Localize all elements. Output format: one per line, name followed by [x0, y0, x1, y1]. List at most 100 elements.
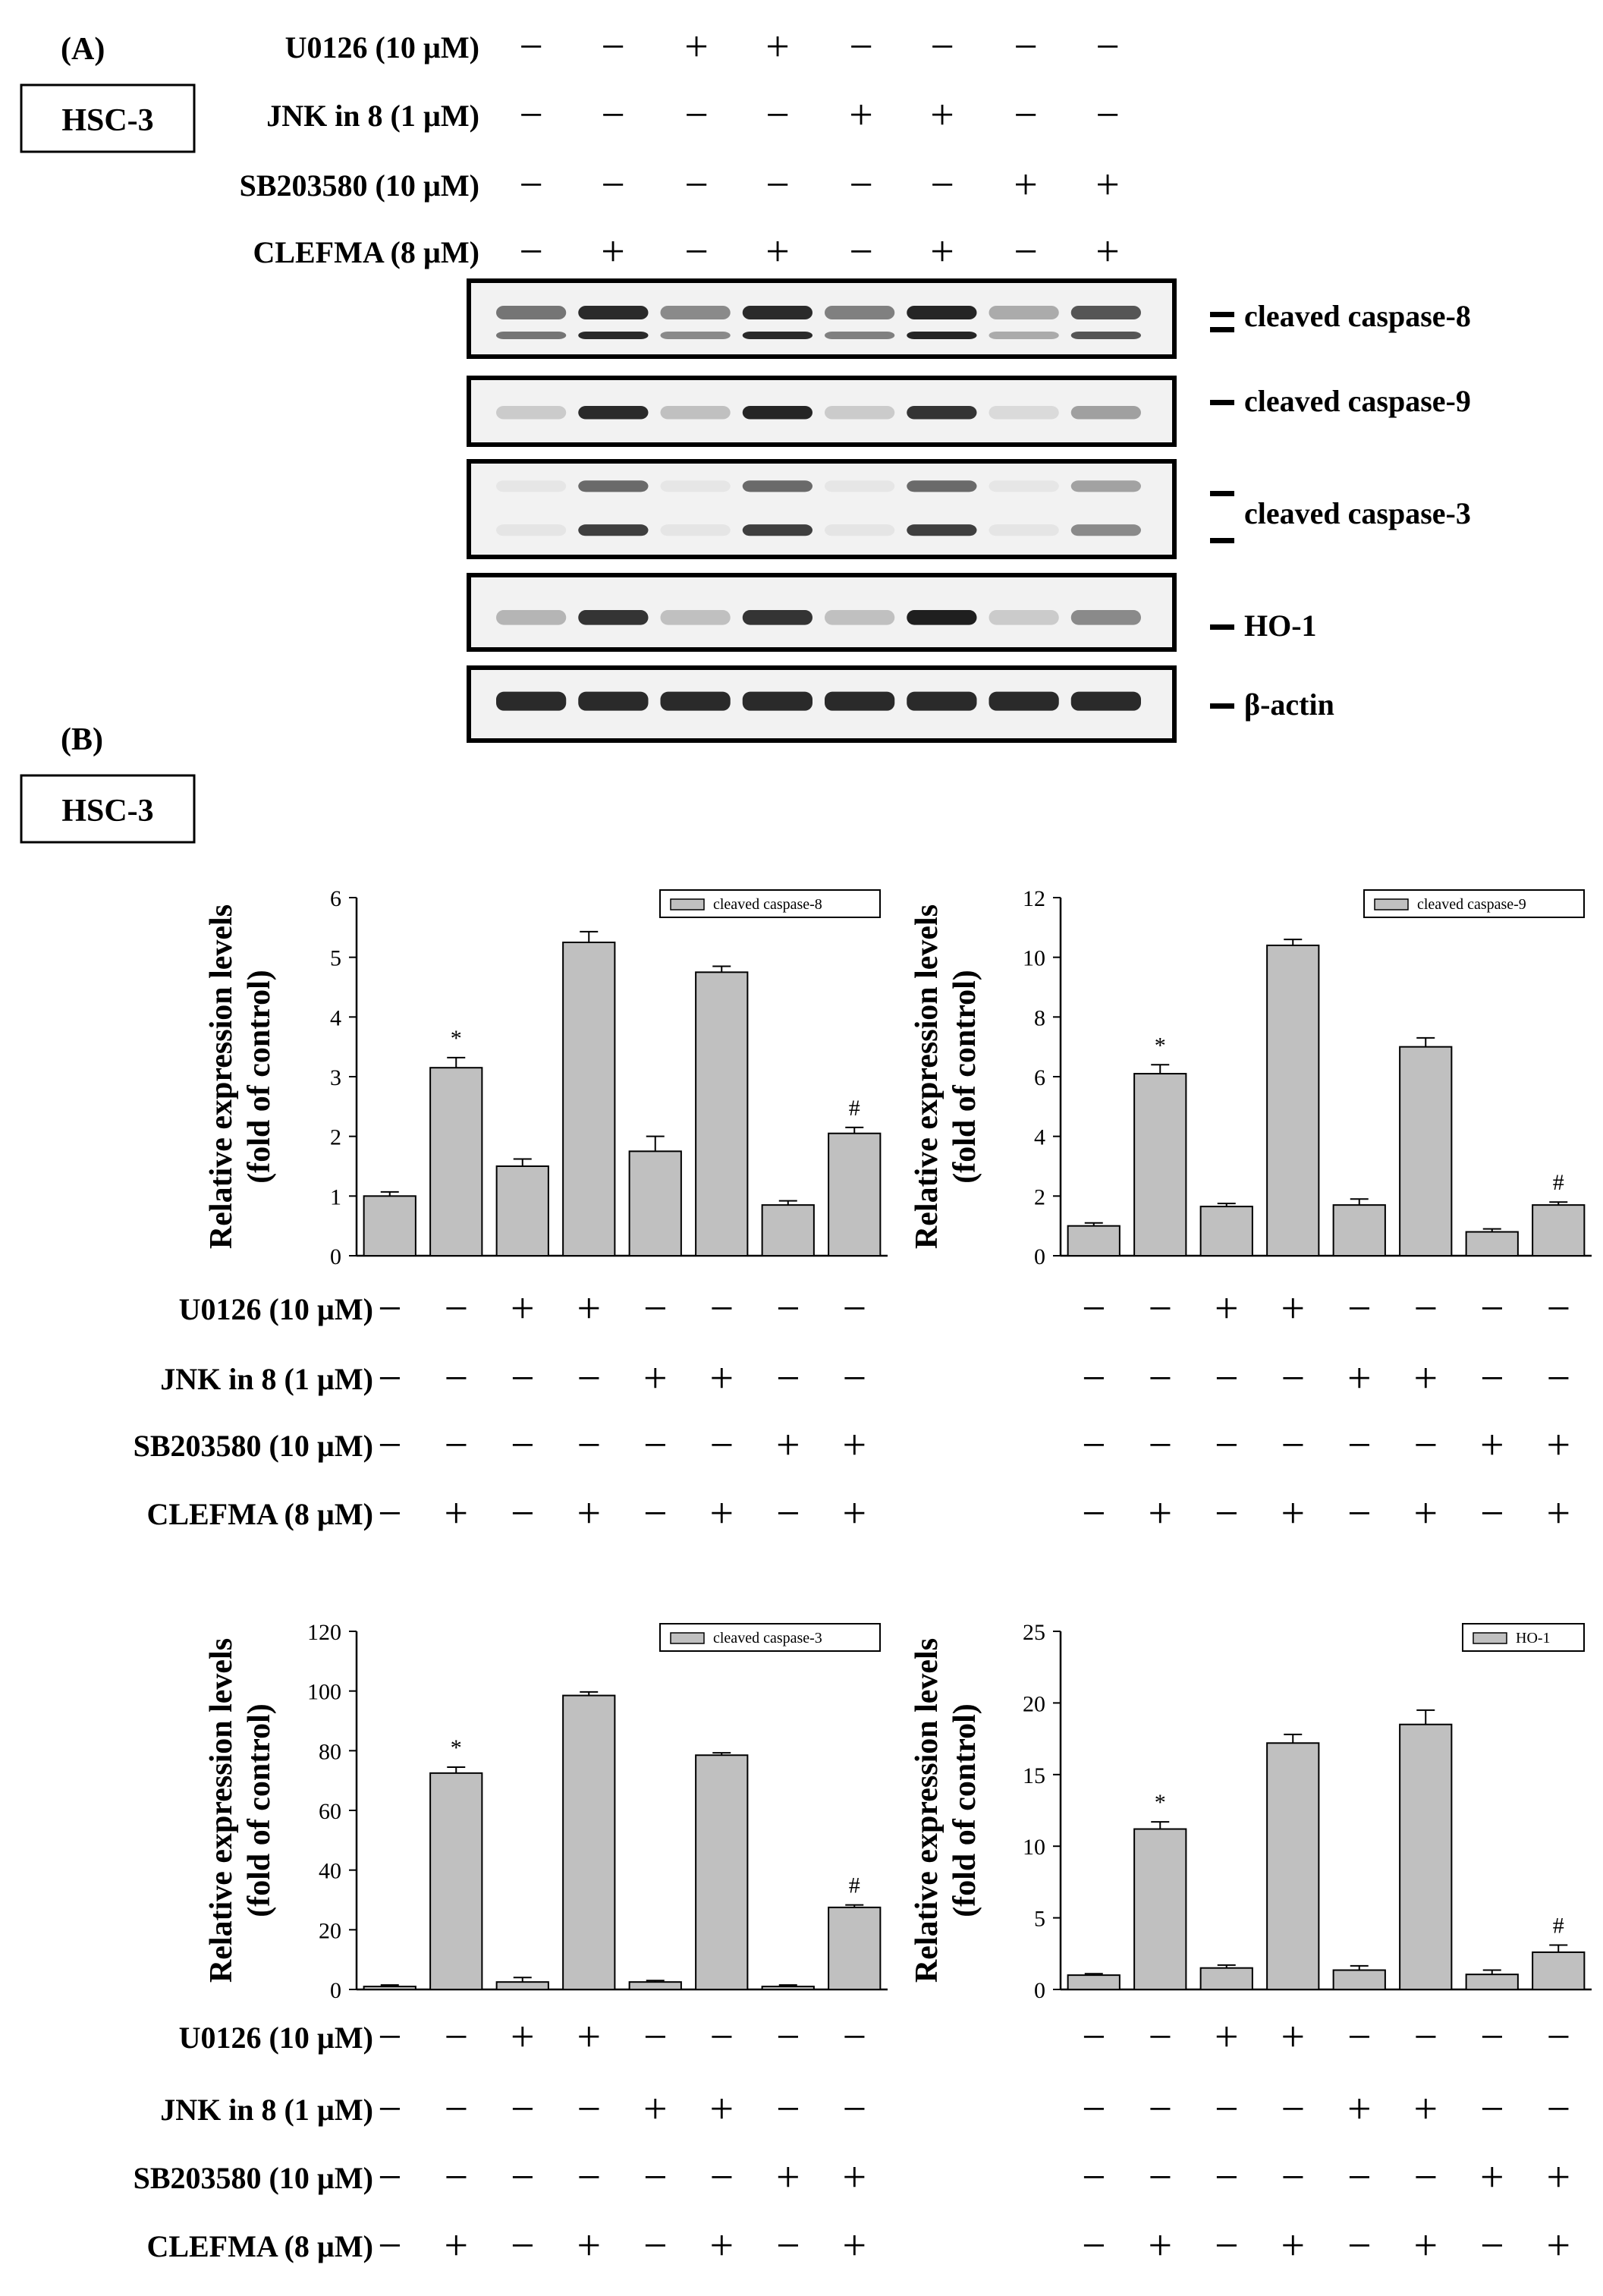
treatment-sign-b: − [643, 1422, 668, 1469]
y-tick-label: 6 [1034, 1065, 1045, 1090]
treatment-sign-b: − [1148, 2014, 1172, 2061]
band-marker [1210, 624, 1234, 630]
blot-band [496, 306, 567, 319]
treatment-sign-b: + [1148, 1490, 1172, 1537]
y-tick-label: 60 [319, 1799, 341, 1824]
bar [495, 1165, 549, 1257]
treatment-sign-b: − [511, 1490, 535, 1537]
treatment-sign-b: − [511, 2086, 535, 2133]
treatment-sign-b: − [643, 1490, 668, 1537]
treatment-sign-b: + [709, 2222, 734, 2269]
treatment-label-a: U0126 (10 µM) [285, 30, 479, 64]
blot-band [825, 691, 895, 711]
blot-band [825, 524, 895, 536]
blot-band [989, 306, 1059, 319]
bar [1067, 1225, 1121, 1257]
treatment-sign-b: − [1082, 2086, 1106, 2133]
blot-band [989, 524, 1059, 536]
treatment-sign-b: − [643, 2154, 668, 2201]
y-tick-label: 4 [1034, 1125, 1045, 1150]
bar [1133, 1828, 1187, 1990]
treatment-sign-b: − [1347, 1285, 1372, 1332]
bar [1266, 944, 1320, 1257]
treatment-sign-b: − [1546, 2086, 1570, 2133]
treatment-sign-b: − [643, 2014, 668, 2061]
blot-band [1070, 405, 1141, 420]
treatment-sign-b: + [709, 1490, 734, 1537]
treatment-sign-b: − [378, 2014, 402, 2061]
treatment-sign-a: − [765, 162, 790, 209]
cell-line-label-b: HSC-3 [61, 794, 153, 829]
blot-band [578, 480, 649, 492]
treatment-sign-b: + [577, 1285, 601, 1332]
treatment-sign-b: − [1480, 2086, 1504, 2133]
treatment-sign-a: − [684, 92, 709, 139]
y-tick-label: 120 [307, 1620, 341, 1645]
bar [363, 1986, 416, 1990]
treatment-sign-b: + [1281, 1285, 1305, 1332]
treatment-sign-b: − [643, 2222, 668, 2269]
treatment-sign-a: + [601, 228, 625, 275]
treatment-sign-b: − [1215, 2222, 1239, 2269]
blot-band [742, 524, 813, 536]
bar [1532, 1204, 1586, 1257]
treatment-sign-b: − [1347, 2014, 1372, 2061]
treatment-sign-b: − [1215, 1422, 1239, 1469]
treatment-sign-b: − [444, 1422, 468, 1469]
panel-a-group: U0126 (10 µM) − − + + − − − − JNK in 8 (1 µM) − − − −… [240, 24, 1471, 743]
blot-label: cleaved caspase-9 [1244, 384, 1471, 418]
treatment-sign-a: − [1095, 92, 1120, 139]
treatment-label-a: SB203580 (10 µM) [240, 168, 479, 203]
treatment-sign-b: − [776, 2086, 800, 2133]
treatment-sign-b: + [1347, 1355, 1372, 1402]
cell-line-box-a [20, 83, 196, 153]
treatment-sign-b: − [444, 2154, 468, 2201]
bar [562, 1694, 616, 1990]
blot-band [907, 332, 977, 339]
blot-label: HO-1 [1244, 609, 1317, 643]
blot-band [907, 691, 977, 711]
treatment-sign-b: + [643, 1355, 668, 1402]
treatment-sign-a: − [601, 24, 625, 71]
blot-label: β-actin [1244, 687, 1334, 722]
treatment-sign-b: + [842, 2154, 866, 2201]
y-tick-label: 1 [330, 1184, 341, 1209]
treatment-sign-b: + [1546, 2222, 1570, 2269]
bar [1399, 1723, 1453, 1990]
y-tick-label: 0 [330, 1244, 341, 1269]
bar [429, 1067, 483, 1257]
y-tick-label: 5 [1034, 1907, 1045, 1932]
treatment-sign-b: − [1480, 2222, 1504, 2269]
blot-label: cleaved caspase-3 [1244, 496, 1471, 530]
blot-band [907, 306, 977, 319]
bar [761, 1204, 815, 1257]
treatment-sign-b: − [1347, 2154, 1372, 2201]
blot-band [496, 405, 567, 420]
bar [761, 1986, 815, 1990]
treatment-sign-b: − [511, 2154, 535, 2201]
treatment-sign-b: − [709, 1285, 734, 1332]
treatment-sign-b: + [709, 2086, 734, 2133]
bar [1133, 1073, 1187, 1257]
treatment-sign-b: + [842, 1422, 866, 1469]
treatment-sign-b: + [709, 1355, 734, 1402]
treatment-sign-b: − [1082, 2154, 1106, 2201]
treatment-sign-b: − [378, 1355, 402, 1402]
blot-band [496, 524, 567, 536]
y-tick-label: 4 [330, 1005, 341, 1030]
treatment-sign-a: + [1095, 162, 1120, 209]
treatment-sign-b: − [444, 1285, 468, 1332]
legend-label: HO-1 [1516, 1630, 1551, 1647]
treatment-sign-b: + [1413, 2086, 1438, 2133]
significance-mark: * [1155, 1790, 1166, 1815]
treatment-sign-a: − [765, 92, 790, 139]
significance-mark: * [451, 1026, 462, 1051]
treatment-sign-b: + [511, 2014, 535, 2061]
blot-band [742, 332, 813, 339]
treatment-sign-b: − [1215, 2086, 1239, 2133]
treatment-sign-b: − [1546, 2014, 1570, 2061]
blot-band [1070, 691, 1141, 711]
y-tick-label: 20 [319, 1918, 341, 1943]
treatment-sign-b: − [444, 2014, 468, 2061]
